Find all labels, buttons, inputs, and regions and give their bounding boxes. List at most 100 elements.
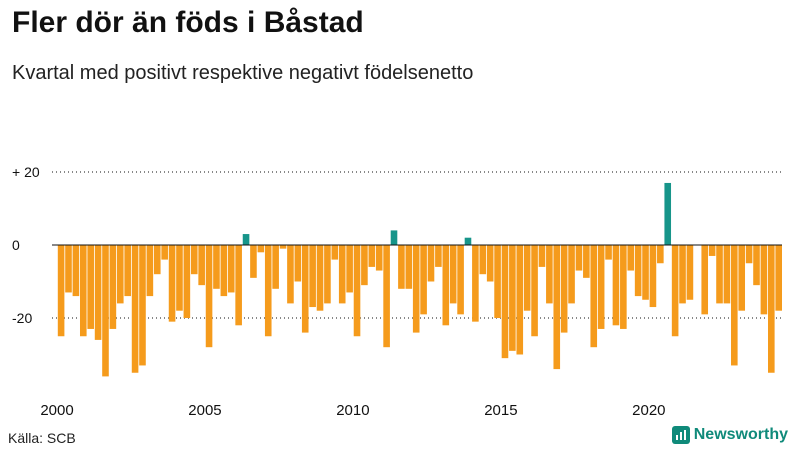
bar-negative: [723, 245, 731, 304]
bar-negative: [679, 245, 686, 304]
bar-negative: [775, 245, 783, 311]
bar-negative: [546, 245, 553, 304]
chart-subtitle: Kvartal med positivt respektive negativt…: [12, 62, 474, 84]
bar-positive: [242, 234, 250, 245]
bar-negative: [486, 245, 494, 282]
bar-negative: [279, 245, 287, 249]
bar-negative: [442, 245, 450, 326]
bar-negative: [494, 245, 501, 318]
bar-negative: [590, 245, 598, 348]
bar-chart-logo-icon: [671, 426, 690, 444]
bar-negative: [538, 245, 546, 267]
newsworthy-logo[interactable]: Newsworthy: [671, 426, 788, 444]
bar-negative: [294, 245, 302, 282]
bar-negative: [324, 245, 331, 304]
bar-negative: [760, 245, 768, 315]
bar-negative: [708, 245, 716, 256]
bar-negative: [183, 245, 191, 318]
bar-negative: [575, 245, 583, 271]
bar-negative: [368, 245, 376, 267]
bar-negative: [531, 245, 538, 337]
bar-negative: [205, 245, 213, 348]
bar-negative: [568, 245, 575, 304]
bar-negative: [472, 245, 479, 322]
bar-negative: [479, 245, 487, 275]
bar-negative: [361, 245, 368, 286]
bar-negative: [620, 245, 627, 329]
bar-positive: [390, 230, 398, 245]
bar-negative: [131, 245, 139, 373]
bar-negative: [146, 245, 154, 297]
bar-negative: [516, 245, 524, 355]
bar-negative: [109, 245, 117, 329]
x-tick-label: 2020: [632, 402, 665, 419]
bar-negative: [738, 245, 746, 311]
bar-negative: [257, 245, 265, 253]
source-note: Källa: SCB: [8, 430, 76, 446]
bar-negative: [745, 245, 753, 264]
bar-negative: [264, 245, 272, 337]
bar-negative: [213, 245, 220, 289]
bar-negative: [671, 245, 679, 337]
x-tick-label: 2010: [336, 402, 369, 419]
bar-negative: [102, 245, 109, 377]
bar-negative: [116, 245, 124, 304]
bar-negative: [79, 245, 87, 337]
bar-negative: [287, 245, 294, 304]
bar-negative: [701, 245, 709, 315]
bar-negative: [65, 245, 72, 293]
bar-negative: [309, 245, 316, 308]
bar-negative: [168, 245, 176, 322]
bar-negative: [686, 245, 694, 300]
bar-negative: [457, 245, 464, 315]
bar-negative: [412, 245, 420, 333]
bar-negative: [612, 245, 620, 326]
bar-negative: [375, 245, 383, 271]
bar-negative: [627, 245, 635, 271]
bar-negative: [139, 245, 146, 366]
bar-negative: [353, 245, 361, 337]
brand-name: Newsworthy: [693, 426, 788, 443]
bar-negative: [250, 245, 257, 278]
bar-negative: [435, 245, 442, 267]
bar-negative: [235, 245, 242, 326]
x-tick-label: 2005: [188, 402, 221, 419]
bar-negative: [57, 245, 65, 337]
bar-negative: [449, 245, 457, 304]
bar-negative: [176, 245, 183, 311]
bar-negative: [753, 245, 760, 286]
bar-negative: [94, 245, 102, 340]
bar-negative: [272, 245, 279, 289]
bar-negative: [346, 245, 353, 293]
bar-negative: [87, 245, 94, 329]
bar-negative: [605, 245, 612, 260]
bar-negative: [501, 245, 509, 359]
bar-negative: [383, 245, 390, 348]
bar-negative: [716, 245, 723, 304]
bar-negative: [153, 245, 161, 275]
bar-negative: [768, 245, 775, 373]
bar-negative: [398, 245, 405, 289]
bar-negative: [316, 245, 324, 311]
bar-negative: [634, 245, 642, 297]
bar-negative: [338, 245, 346, 304]
bar-negative: [227, 245, 235, 293]
bar-negative: [161, 245, 168, 260]
x-tick-label: 2015: [484, 402, 517, 419]
bar-negative: [124, 245, 131, 297]
bar-negative: [649, 245, 657, 308]
bar-negative: [509, 245, 516, 351]
bar-negative: [301, 245, 309, 333]
bar-negative: [583, 245, 590, 278]
bar-positive: [464, 237, 472, 245]
bar-negative: [523, 245, 531, 311]
chart-title: Fler dör än föds i Båstad: [12, 6, 364, 39]
bar-negative: [731, 245, 738, 366]
y-tick-label: -20: [12, 310, 32, 326]
y-tick-label: 0: [12, 237, 20, 253]
y-tick-label: + 20: [12, 164, 40, 180]
bar-negative: [405, 245, 413, 289]
bar-positive: [664, 182, 672, 245]
bar-negative: [642, 245, 649, 300]
bar-negative: [427, 245, 435, 282]
